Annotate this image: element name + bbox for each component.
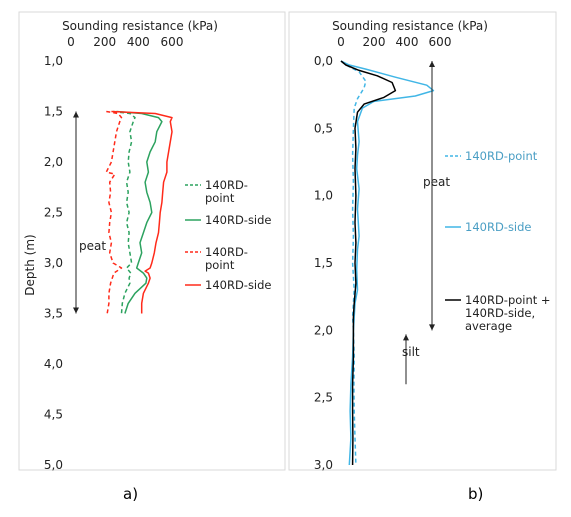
y-tick-label: 3,0	[44, 256, 63, 270]
annotation-arrow-head	[73, 307, 79, 314]
annotation-label: silt	[402, 345, 420, 359]
panel-b-chart: Sounding resistance (kPa) 0 200 400 600 0,0 0,…	[314, 19, 551, 472]
series-line-3	[340, 60, 397, 466]
annotation-label: peat	[423, 175, 450, 189]
y-tick-label: 1,5	[314, 256, 333, 270]
annotation-arrow-head	[403, 334, 409, 341]
panel-a-chart: Sounding resistance (kPa) 0 200 400 600 1,0 1,…	[23, 19, 272, 472]
annotation-arrow-head	[73, 111, 79, 118]
y-tick-label: 4,0	[44, 357, 63, 371]
y-tick-label: 5,0	[44, 458, 63, 472]
y-tick-label: 2,0	[314, 323, 333, 337]
annotation-arrow-head	[429, 61, 435, 67]
legend-label-2: 140RD-side	[205, 213, 272, 227]
x-tick-label: 600	[161, 35, 184, 49]
x-axis-title: Sounding resistance (kPa)	[62, 19, 218, 33]
x-tick-label: 400	[127, 35, 150, 49]
annotation-arrow-head	[429, 324, 435, 331]
panel-a-frame	[18, 11, 286, 471]
panel-b-caption: b)	[468, 485, 483, 503]
x-tick-label: 200	[93, 35, 116, 49]
x-tick-label: 600	[429, 35, 452, 49]
legend-label-2: 140RD-side	[465, 220, 532, 234]
y-tick-label: 2,0	[44, 155, 63, 169]
series-line-2	[116, 110, 163, 314]
y-tick-label: 4,5	[44, 408, 63, 422]
annotation-label: peat	[79, 239, 106, 253]
y-tick-label: 1,5	[44, 105, 63, 119]
y-axis-title: Depth (m)	[23, 234, 37, 295]
legend-label-3: 140RD-point	[205, 245, 248, 272]
x-tick-label: 0	[67, 35, 75, 49]
y-tick-label: 0,0	[314, 54, 333, 68]
series-line-1	[113, 110, 136, 314]
legend-label-4: 140RD-side	[205, 278, 272, 292]
legend-label-3: 140RD-point +140RD-side, average	[465, 293, 551, 333]
y-tick-label: 1,0	[44, 54, 63, 68]
x-axis-title: Sounding resistance (kPa)	[332, 19, 488, 33]
y-tick-label: 3,0	[314, 458, 333, 472]
y-tick-label: 3,5	[44, 307, 63, 321]
x-tick-label: 200	[363, 35, 386, 49]
series-line-3	[105, 110, 123, 314]
y-tick-label: 1,0	[314, 189, 333, 203]
legend-label-1: 140RD-point	[465, 149, 538, 163]
x-tick-label: 400	[396, 35, 419, 49]
x-tick-label: 0	[337, 35, 345, 49]
y-tick-label: 2,5	[44, 206, 63, 220]
y-tick-label: 2,5	[314, 391, 333, 405]
legend-label-1: 140RD-point	[205, 178, 248, 205]
panel-a-caption: a)	[123, 485, 138, 503]
panel-b-frame	[288, 11, 557, 471]
series-line-1	[340, 60, 367, 466]
y-tick-label: 0,5	[314, 121, 333, 135]
series-line-4	[111, 110, 173, 314]
